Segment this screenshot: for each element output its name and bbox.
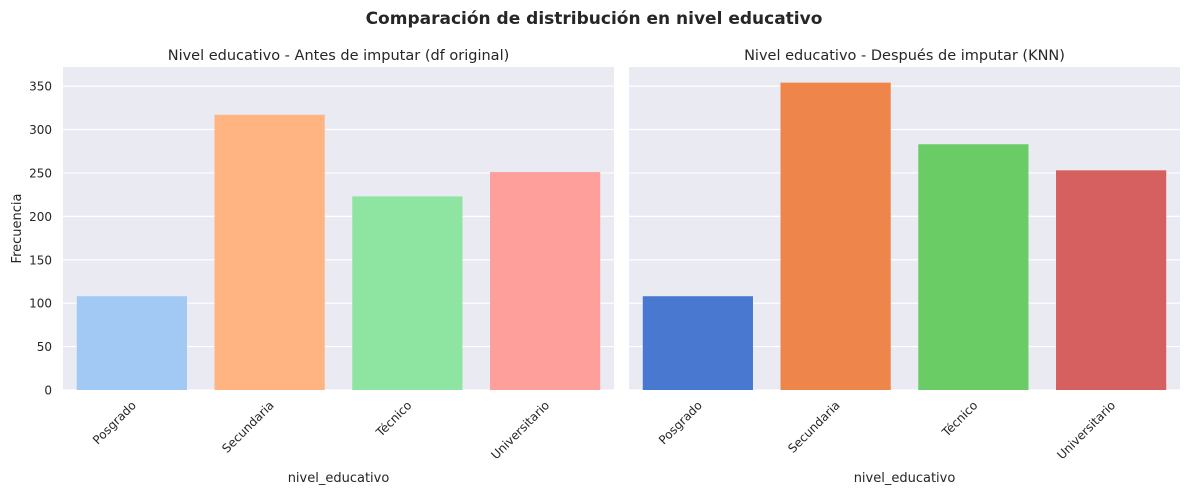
y-axis-label: Frecuencia	[10, 194, 25, 264]
bar-universitario	[490, 172, 601, 390]
bar-técnico	[918, 144, 1029, 390]
x-tick-label: Secundaria	[219, 398, 277, 456]
x-tick-label: Universitario	[1054, 398, 1118, 462]
bar-secundaria	[780, 82, 891, 391]
x-tick-label: Técnico	[373, 398, 415, 440]
bar-posgrado	[642, 296, 753, 390]
figure-title: Comparación de distribución en nivel edu…	[366, 9, 823, 29]
y-tick-label: 100	[29, 297, 52, 311]
y-tick-label: 200	[29, 210, 52, 224]
y-tick-label: 50	[37, 340, 52, 354]
x-tick-label: Universitario	[488, 398, 552, 462]
bar-posgrado	[76, 296, 187, 390]
x-tick-label: Técnico	[939, 398, 981, 440]
x-tick-label: Posgrado	[656, 398, 705, 447]
chart-panel-before: 0 50 100 150 200 250 300 350 Posgrado Secundaria T…	[10, 48, 614, 486]
bar-técnico	[352, 196, 463, 390]
y-tick-label: 350	[29, 80, 52, 94]
panel-title: Nivel educativo - Después de imputar (KN…	[744, 48, 1065, 64]
panel-title: Nivel educativo - Antes de imputar (df o…	[168, 48, 510, 64]
x-tick-label: Posgrado	[90, 398, 139, 447]
bar-universitario	[1056, 170, 1167, 390]
x-axis-label: nivel_educativo	[854, 471, 956, 486]
y-tick-label: 250	[29, 166, 52, 180]
chart-panel-after: Posgrado Secundaria Técnico Universitario Ni…	[629, 48, 1180, 486]
x-tick-label: Secundaria	[785, 398, 843, 456]
y-tick-label: 300	[29, 123, 52, 137]
y-tick-label: 0	[44, 384, 52, 398]
x-axis-label: nivel_educativo	[288, 471, 390, 486]
y-tick-label: 150	[29, 253, 52, 267]
bar-secundaria	[214, 114, 325, 391]
